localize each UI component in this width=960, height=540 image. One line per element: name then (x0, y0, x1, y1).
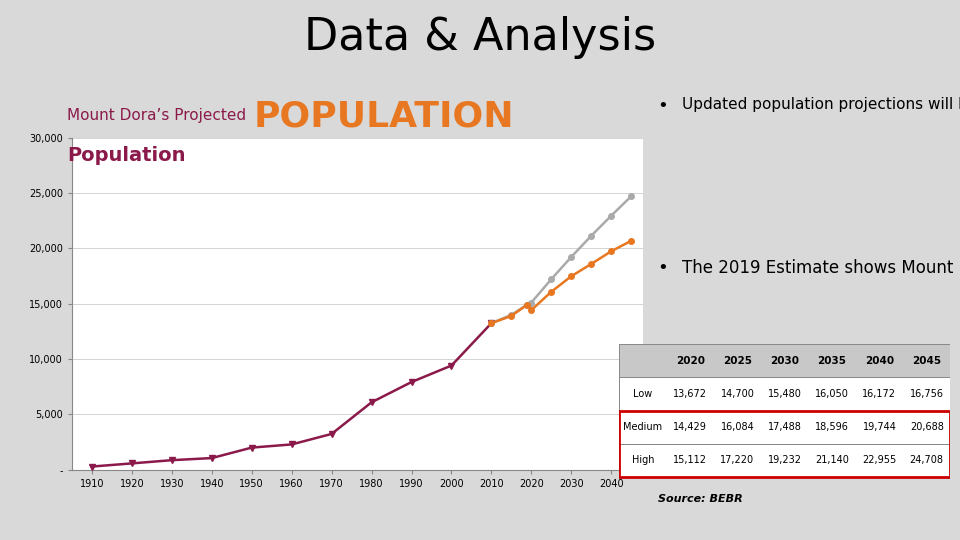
Text: POPULATION: POPULATION (253, 100, 515, 134)
Text: 22,955: 22,955 (862, 455, 897, 465)
Text: 19,744: 19,744 (862, 422, 897, 433)
Text: High: High (632, 455, 654, 465)
Text: Source: BEBR: Source: BEBR (658, 494, 742, 504)
Text: 2035: 2035 (818, 356, 847, 366)
Text: 24,708: 24,708 (910, 455, 944, 465)
Bar (619, 410, 950, 444)
Text: 21,140: 21,140 (815, 455, 849, 465)
Bar (619, 444, 950, 477)
Text: Medium: Medium (623, 422, 662, 433)
Text: 17,220: 17,220 (720, 455, 755, 465)
Text: 19,232: 19,232 (768, 455, 802, 465)
Text: 14,429: 14,429 (673, 422, 708, 433)
Text: 15,480: 15,480 (768, 389, 802, 399)
Text: The 2019 Estimate shows Mount Dora at 14,928: The 2019 Estimate shows Mount Dora at 14… (682, 259, 960, 277)
Text: 2045: 2045 (912, 356, 942, 366)
Bar (619, 377, 950, 410)
Text: •: • (658, 259, 668, 277)
Text: Population: Population (67, 146, 185, 165)
Text: Mount Dora’s Projected: Mount Dora’s Projected (67, 108, 247, 123)
Text: 2040: 2040 (865, 356, 894, 366)
Text: 15,112: 15,112 (673, 455, 708, 465)
Text: 2030: 2030 (770, 356, 800, 366)
Text: 16,756: 16,756 (910, 389, 944, 399)
Text: 14,700: 14,700 (721, 389, 755, 399)
Text: Data & Analysis: Data & Analysis (304, 16, 656, 59)
Text: 16,050: 16,050 (815, 389, 849, 399)
Text: Low: Low (634, 389, 653, 399)
Text: 13,672: 13,672 (673, 389, 708, 399)
Text: 16,084: 16,084 (721, 422, 755, 433)
Text: 2020: 2020 (676, 356, 705, 366)
Text: 17,488: 17,488 (768, 422, 802, 433)
Text: 16,172: 16,172 (862, 389, 897, 399)
Text: 20,688: 20,688 (910, 422, 944, 433)
Bar (619, 410, 950, 477)
Text: 18,596: 18,596 (815, 422, 849, 433)
Text: •: • (658, 97, 668, 115)
Text: 2025: 2025 (723, 356, 752, 366)
Text: Updated population projections will be based on the same 4.1% capture of Lake Co: Updated population projections will be b… (682, 97, 960, 112)
Bar (619, 345, 950, 377)
